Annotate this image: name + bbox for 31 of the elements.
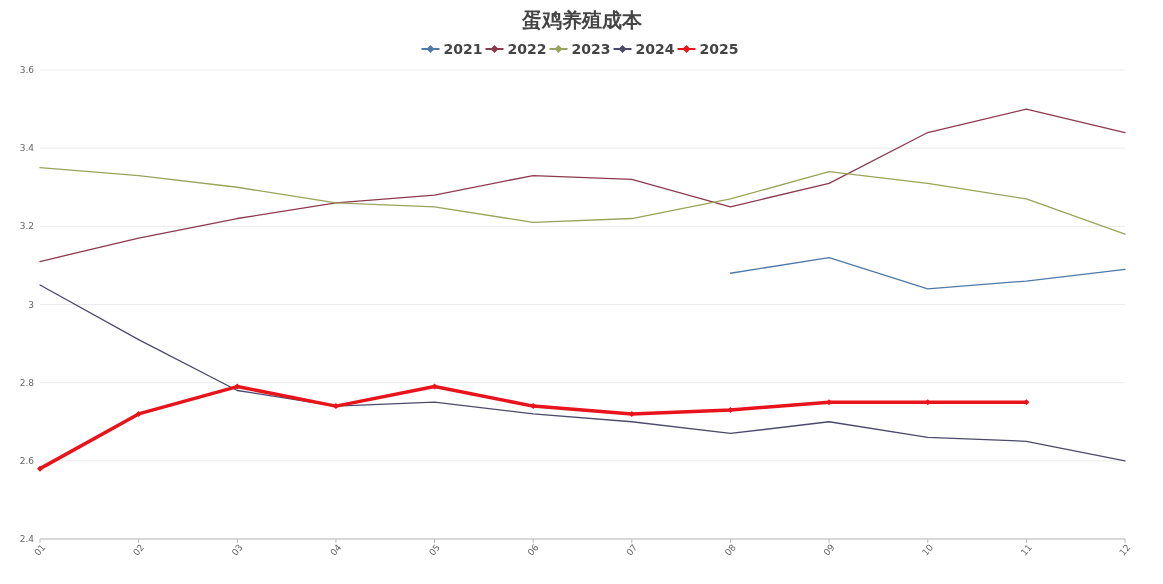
legend-label: 2021 bbox=[443, 41, 483, 57]
y-tick-label: 2.4 bbox=[19, 534, 35, 544]
x-tick-label: 04 bbox=[328, 542, 344, 558]
legend-label: 2025 bbox=[699, 41, 739, 57]
x-tick-label: 03 bbox=[229, 542, 245, 558]
y-tick-label: 3 bbox=[28, 299, 34, 310]
y-tick-label: 3.6 bbox=[19, 65, 35, 75]
y-tick-label: 3.4 bbox=[19, 143, 35, 154]
x-tick-label: 05 bbox=[427, 542, 443, 558]
x-tick-label: 09 bbox=[821, 542, 837, 558]
point bbox=[234, 383, 241, 390]
legend-label: 2024 bbox=[635, 41, 675, 57]
legend-label: 2023 bbox=[571, 41, 611, 57]
x-tick-label: 11 bbox=[1018, 542, 1034, 558]
point bbox=[431, 383, 438, 390]
chart-title: 蛋鸡养殖成本 bbox=[520, 8, 643, 32]
x-tick-label: 07 bbox=[624, 542, 640, 558]
x-tick-label: 08 bbox=[722, 542, 739, 558]
y-tick-label: 2.6 bbox=[19, 455, 35, 466]
x-tick-label: 12 bbox=[1117, 542, 1133, 558]
point bbox=[37, 465, 43, 472]
x-tick-label: 10 bbox=[920, 542, 936, 558]
point bbox=[1023, 399, 1030, 406]
y-tick-label: 3.2 bbox=[19, 221, 34, 232]
x-tick-label: 06 bbox=[525, 542, 541, 558]
legend-label: 2022 bbox=[507, 41, 547, 57]
x-tick-label: 02 bbox=[131, 542, 147, 558]
y-tick-label: 2.8 bbox=[19, 377, 35, 388]
x-tick-label: 01 bbox=[32, 542, 48, 558]
point bbox=[727, 407, 734, 414]
point bbox=[135, 410, 142, 417]
